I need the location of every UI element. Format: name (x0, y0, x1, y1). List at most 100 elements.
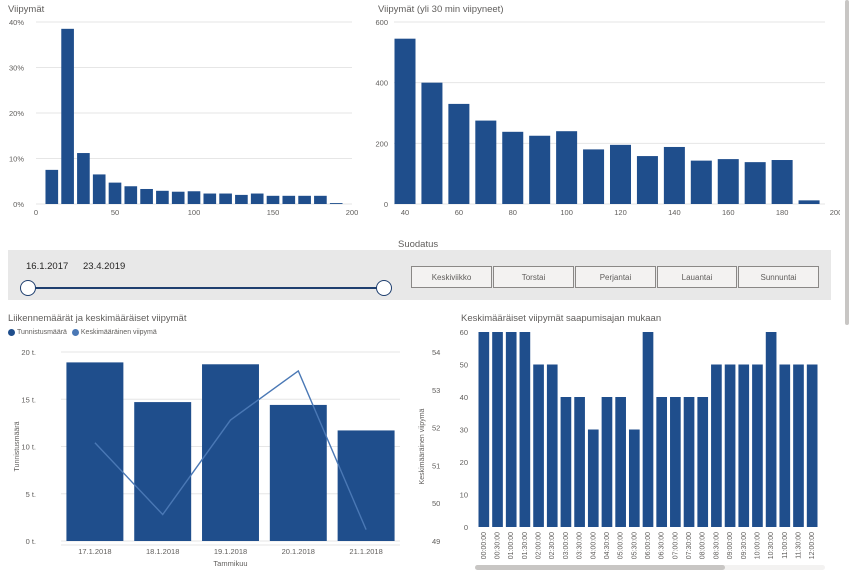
bar (61, 28, 74, 205)
bar (744, 162, 766, 204)
horizontal-scrollbar-thumb[interactable] (475, 565, 725, 570)
bar (266, 195, 280, 204)
bar (124, 186, 138, 204)
bar (92, 174, 106, 204)
bar (202, 364, 259, 541)
y-tick-label: 10 t. (21, 443, 36, 452)
bar (609, 144, 632, 204)
viipymat-plot: 0% 10% 20% 30% 40% 0 50 100 150 200 (9, 18, 359, 217)
date-end: 23.4.2019 (83, 261, 126, 272)
x-tick-label: 140 (668, 208, 681, 217)
y-tick-label: 40 (460, 393, 468, 402)
bar (298, 195, 311, 204)
y-tick-label: 600 (375, 18, 388, 27)
x-tick-label: 02:30:00 (549, 532, 556, 559)
saapumisaika-plot[interactable]: 0 10 20 30 40 50 60 00:00:00 00:30:00 01:00:00 01:… (455, 322, 835, 562)
bar (448, 103, 470, 204)
date-slider-end-handle[interactable] (376, 280, 392, 296)
bar (505, 332, 517, 527)
bar (690, 160, 712, 204)
bar (771, 160, 793, 204)
y-tick-label: 5 t. (26, 490, 36, 499)
bar (793, 364, 804, 527)
x-tick-label: 01:00:00 (508, 532, 515, 559)
y2-tick-label: 52 (432, 424, 440, 433)
y2-tick-label: 49 (432, 537, 440, 546)
chart-viipymat-yli-30[interactable]: Viipymät (yli 30 min viipyneet) 0 200 400 6… (370, 0, 840, 220)
y2-tick-label: 51 (432, 461, 440, 470)
date-range-slider-track[interactable] (27, 287, 383, 289)
bar (798, 200, 820, 204)
day-button-torstai[interactable]: Torstai (493, 266, 574, 288)
day-button-sunnuntai[interactable]: Sunnuntai (738, 266, 819, 288)
x-tick-label: 200 (830, 208, 840, 217)
bar (628, 429, 640, 527)
x-tick-label: 09:30:00 (741, 532, 748, 559)
bar (394, 38, 416, 204)
chart-title: Viipymät (yli 30 min viipyneet) (378, 4, 504, 15)
y-tick-label: 20 t. (21, 348, 36, 357)
bar (556, 131, 578, 204)
x-tick-label: 20.1.2018 (282, 547, 315, 556)
x-tick-label: 40 (401, 208, 409, 217)
bar (203, 193, 217, 204)
bar (779, 364, 791, 527)
y-tick-label: 0 (384, 200, 388, 209)
bar (574, 397, 585, 527)
bar (502, 131, 524, 204)
bar (642, 332, 654, 527)
day-button-keskiviikko[interactable]: Keskiviikko (411, 266, 492, 288)
x-tick-label: 10:00:00 (754, 532, 761, 559)
bar (478, 332, 490, 527)
x-tick-label: 18.1.2018 (146, 547, 179, 556)
chart-title: Keskimääräiset viipymät saapumisajan muk… (461, 313, 662, 324)
bar (656, 397, 668, 527)
chart-viipymat[interactable]: Viipymät 0% 10% 20% 30% 40% 0 50 100 150 200 (0, 0, 360, 220)
liikennemaarat-plot[interactable]: 0 t. 5 t. 10 t. 15 t. 20 t. 49 50 51 52 53 54 Tunni… (0, 338, 450, 578)
y-tick-label: 0% (13, 200, 24, 209)
bar (171, 191, 185, 204)
x-tick-label: 0 (34, 208, 38, 217)
x-tick-label: 03:30:00 (577, 532, 584, 559)
y-axis-label: Tunnistusmäärä (14, 421, 21, 471)
x-tick-label: 17.1.2018 (78, 547, 111, 556)
bar (546, 364, 558, 527)
x-tick-label: 10:30:00 (768, 532, 775, 559)
bar (683, 397, 695, 527)
bar (77, 153, 90, 204)
bar (529, 135, 551, 204)
bar (45, 169, 59, 204)
x-tick-label: 60 (455, 208, 463, 217)
bar (587, 429, 599, 527)
legend-label-count: Tunnistusmäärä (17, 329, 67, 336)
bar (108, 182, 122, 204)
bar (250, 193, 264, 204)
y-tick-label: 30% (9, 64, 24, 73)
x-tick-label: 05:30:00 (631, 532, 638, 559)
x-tick-label: 11:00:00 (782, 532, 789, 559)
legend-label-avg: Keskimääräinen viipymä (80, 329, 157, 336)
x-tick-label: 08:30:00 (713, 532, 720, 559)
x-tick-label: 180 (776, 208, 789, 217)
date-start: 16.1.2017 (26, 261, 69, 272)
x-tick-label: 12:00:00 (809, 532, 816, 559)
bar (314, 195, 327, 204)
y2-tick-label: 53 (432, 386, 440, 395)
bar (738, 364, 750, 527)
x-tick-label: 200 (346, 208, 359, 217)
chart-legend: Tunnistusmäärä Keskimääräinen viipymä (8, 329, 157, 336)
bar (601, 397, 613, 527)
day-button-lauantai[interactable]: Lauantai (657, 266, 737, 288)
bar (269, 404, 327, 541)
x-tick-label: 09:00:00 (727, 532, 734, 559)
bar (636, 156, 658, 204)
x-tick-label: 07:30:00 (686, 532, 693, 559)
vertical-scrollbar[interactable] (845, 0, 849, 325)
y-tick-label: 200 (375, 139, 388, 148)
day-button-perjantai[interactable]: Perjantai (575, 266, 656, 288)
date-slider-start-handle[interactable] (20, 280, 36, 296)
x-tick-label: 01:30:00 (522, 532, 529, 559)
y-tick-label: 20 (460, 458, 468, 467)
x-tick-label: 120 (614, 208, 627, 217)
bar (670, 397, 681, 527)
